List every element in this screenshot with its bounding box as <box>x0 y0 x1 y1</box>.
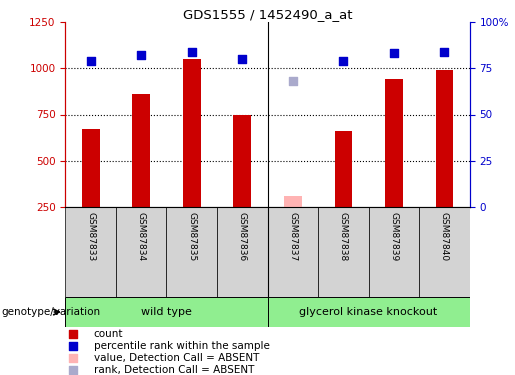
Text: GSM87833: GSM87833 <box>86 211 95 261</box>
Point <box>390 51 398 57</box>
Bar <box>284 196 302 207</box>
Bar <box>217 207 268 297</box>
Point <box>440 49 449 55</box>
Bar <box>183 59 200 207</box>
Bar <box>82 129 99 207</box>
Text: glycerol kinase knockout: glycerol kinase knockout <box>300 307 438 317</box>
Text: GSM87837: GSM87837 <box>288 211 297 261</box>
Text: GSM87838: GSM87838 <box>339 211 348 261</box>
Bar <box>116 207 166 297</box>
Bar <box>132 94 150 207</box>
Bar <box>65 207 116 297</box>
Text: GSM87835: GSM87835 <box>187 211 196 261</box>
Text: genotype/variation: genotype/variation <box>1 307 100 317</box>
Point <box>187 49 196 55</box>
Point <box>339 58 348 64</box>
Point <box>70 367 78 373</box>
Bar <box>385 80 403 207</box>
Point <box>238 56 246 62</box>
Bar <box>335 131 352 207</box>
Text: GSM87840: GSM87840 <box>440 211 449 261</box>
Text: value, Detection Call = ABSENT: value, Detection Call = ABSENT <box>94 353 259 363</box>
Bar <box>419 207 470 297</box>
Bar <box>233 114 251 207</box>
Point <box>289 78 297 84</box>
Bar <box>65 297 268 327</box>
Point <box>70 355 78 361</box>
Text: count: count <box>94 329 123 339</box>
Text: wild type: wild type <box>141 307 192 317</box>
Point <box>70 343 78 349</box>
Bar <box>318 207 369 297</box>
Bar <box>268 207 318 297</box>
Text: GSM87836: GSM87836 <box>238 211 247 261</box>
Bar <box>166 207 217 297</box>
Bar <box>369 207 419 297</box>
Text: rank, Detection Call = ABSENT: rank, Detection Call = ABSENT <box>94 365 254 375</box>
Text: GSM87839: GSM87839 <box>389 211 399 261</box>
Point <box>70 331 78 337</box>
Text: percentile rank within the sample: percentile rank within the sample <box>94 341 269 351</box>
Text: GSM87834: GSM87834 <box>136 211 146 261</box>
Point <box>137 52 145 58</box>
Bar <box>268 297 470 327</box>
Title: GDS1555 / 1452490_a_at: GDS1555 / 1452490_a_at <box>183 8 352 21</box>
Point <box>87 58 95 64</box>
Bar <box>436 70 453 207</box>
